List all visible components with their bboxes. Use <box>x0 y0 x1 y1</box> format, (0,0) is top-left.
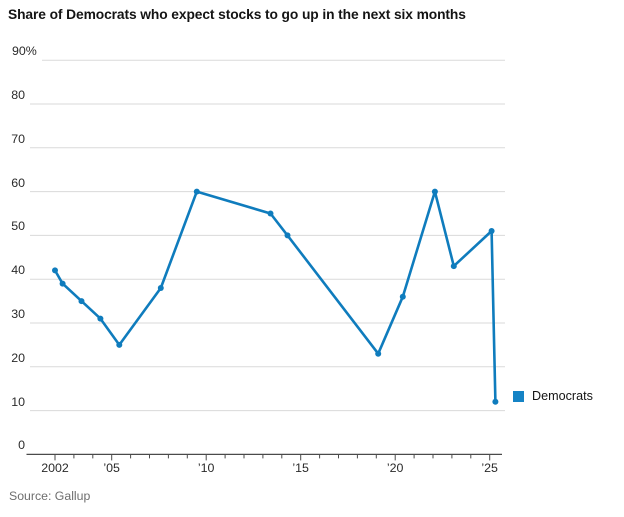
data-point-marker <box>97 315 104 322</box>
y-axis-label: 30 <box>11 307 25 321</box>
y-axis-label: 50 <box>11 219 25 234</box>
y-axis-label: 40 <box>11 263 25 278</box>
y-axis-label: 20 <box>11 350 25 365</box>
data-point-marker <box>59 280 66 287</box>
x-axis-label: ’05 <box>103 461 120 475</box>
data-point-marker <box>193 188 200 195</box>
legend-label: Democrats <box>532 389 593 403</box>
data-point-marker <box>157 285 164 291</box>
y-axis-label: 0 <box>18 438 25 453</box>
data-point-marker <box>399 293 406 300</box>
data-point-marker <box>267 210 274 217</box>
data-point-marker <box>78 298 85 305</box>
y-axis-label: 10 <box>11 394 25 409</box>
legend-swatch-democrats <box>513 391 524 402</box>
y-axis-label: 70 <box>11 131 25 146</box>
y-axis-label: 90% <box>12 44 37 59</box>
x-axis-label: ’15 <box>292 461 309 475</box>
data-point-marker <box>375 350 382 357</box>
y-axis-label: 60 <box>11 175 25 190</box>
democrats-line <box>53 190 497 404</box>
x-axis-label: 2002 <box>41 461 69 475</box>
legend: Democrats <box>513 390 593 403</box>
data-point-marker <box>52 267 58 274</box>
data-point-marker <box>488 228 495 234</box>
source-note: Source: Gallup <box>9 489 91 503</box>
x-axis-label: ’25 <box>481 461 498 475</box>
x-axis-label: ’20 <box>386 461 404 475</box>
data-point-marker <box>284 232 291 239</box>
chart-title: Share of Democrats who expect stocks to … <box>8 7 466 22</box>
x-axis-label: ’10 <box>197 461 215 475</box>
data-point-marker <box>116 341 123 348</box>
data-point-marker <box>450 263 457 270</box>
data-point-marker <box>492 398 499 405</box>
data-point-marker <box>431 188 438 195</box>
y-axis-label: 80 <box>11 88 25 102</box>
